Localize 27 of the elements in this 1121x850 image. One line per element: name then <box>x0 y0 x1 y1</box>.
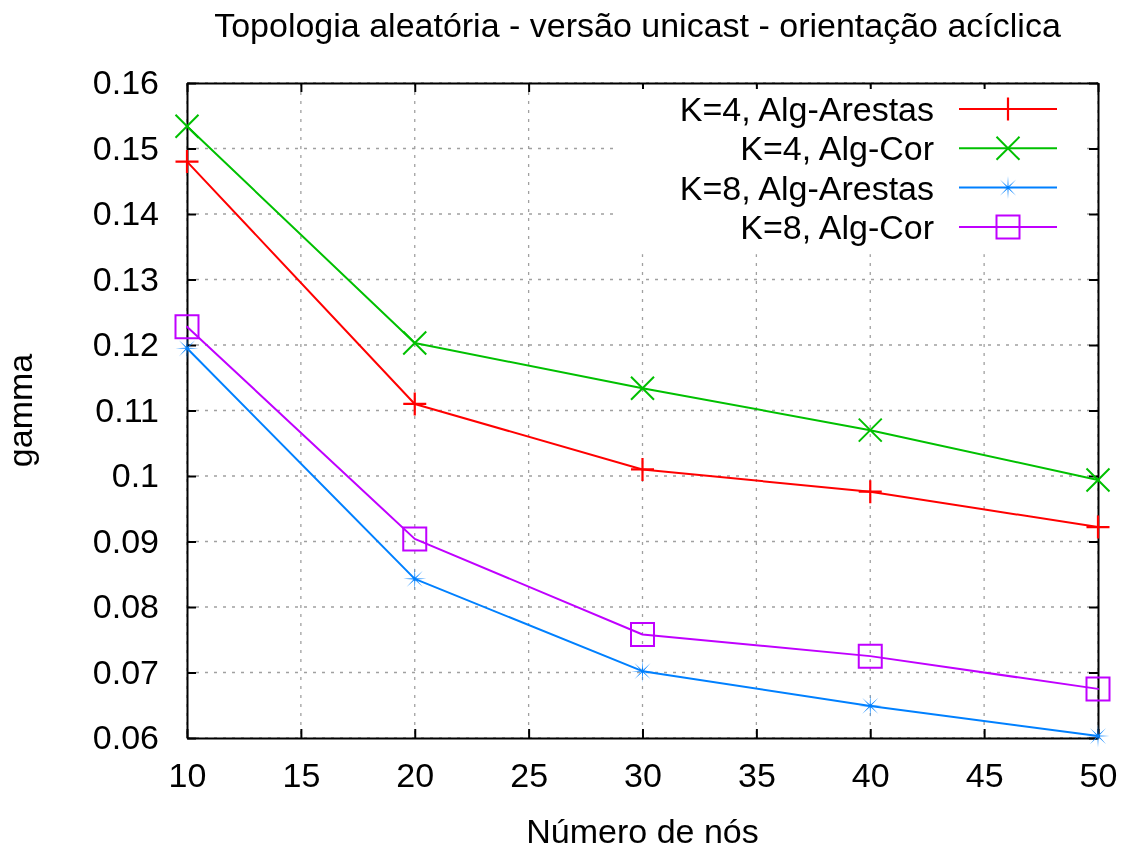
legend-label: K=8, Alg-Arestas <box>679 168 934 207</box>
y-tick-label: 0.07 <box>92 652 159 691</box>
y-tick-label: 0.08 <box>92 587 159 626</box>
x-tick-label: 50 <box>1079 756 1118 795</box>
y-tick-label: 0.12 <box>92 325 159 364</box>
x-axis-title: Número de nós <box>526 812 759 850</box>
x-tick-label: 45 <box>965 756 1004 795</box>
x-tick-label: 40 <box>851 756 890 795</box>
legend-label: K=4, Alg-Arestas <box>679 89 934 128</box>
x-tick-label: 15 <box>282 756 321 795</box>
y-tick-label: 0.1 <box>111 456 159 495</box>
y-tick-label: 0.14 <box>92 194 159 233</box>
x-tick-label: 35 <box>737 756 776 795</box>
x-tick-label: 25 <box>510 756 549 795</box>
x-tick-label: 10 <box>168 756 207 795</box>
chart-title: Topologia aleatória - versão unicast - orientação acíclica <box>214 6 1061 44</box>
y-tick-label: 0.11 <box>95 390 159 429</box>
legend-label: K=8, Alg-Cor <box>740 207 934 246</box>
legend-label: K=4, Alg-Cor <box>740 129 934 168</box>
y-tick-label: 0.15 <box>92 128 159 167</box>
x-tick-label: 20 <box>396 756 435 795</box>
y-axis-title: gamma <box>1 353 39 468</box>
y-tick-label: 0.09 <box>92 521 159 560</box>
y-tick-label: 0.06 <box>92 718 159 757</box>
x-tick-label: 30 <box>624 756 662 795</box>
y-tick-label: 0.13 <box>92 259 159 298</box>
y-tick-label: 0.16 <box>92 63 159 102</box>
